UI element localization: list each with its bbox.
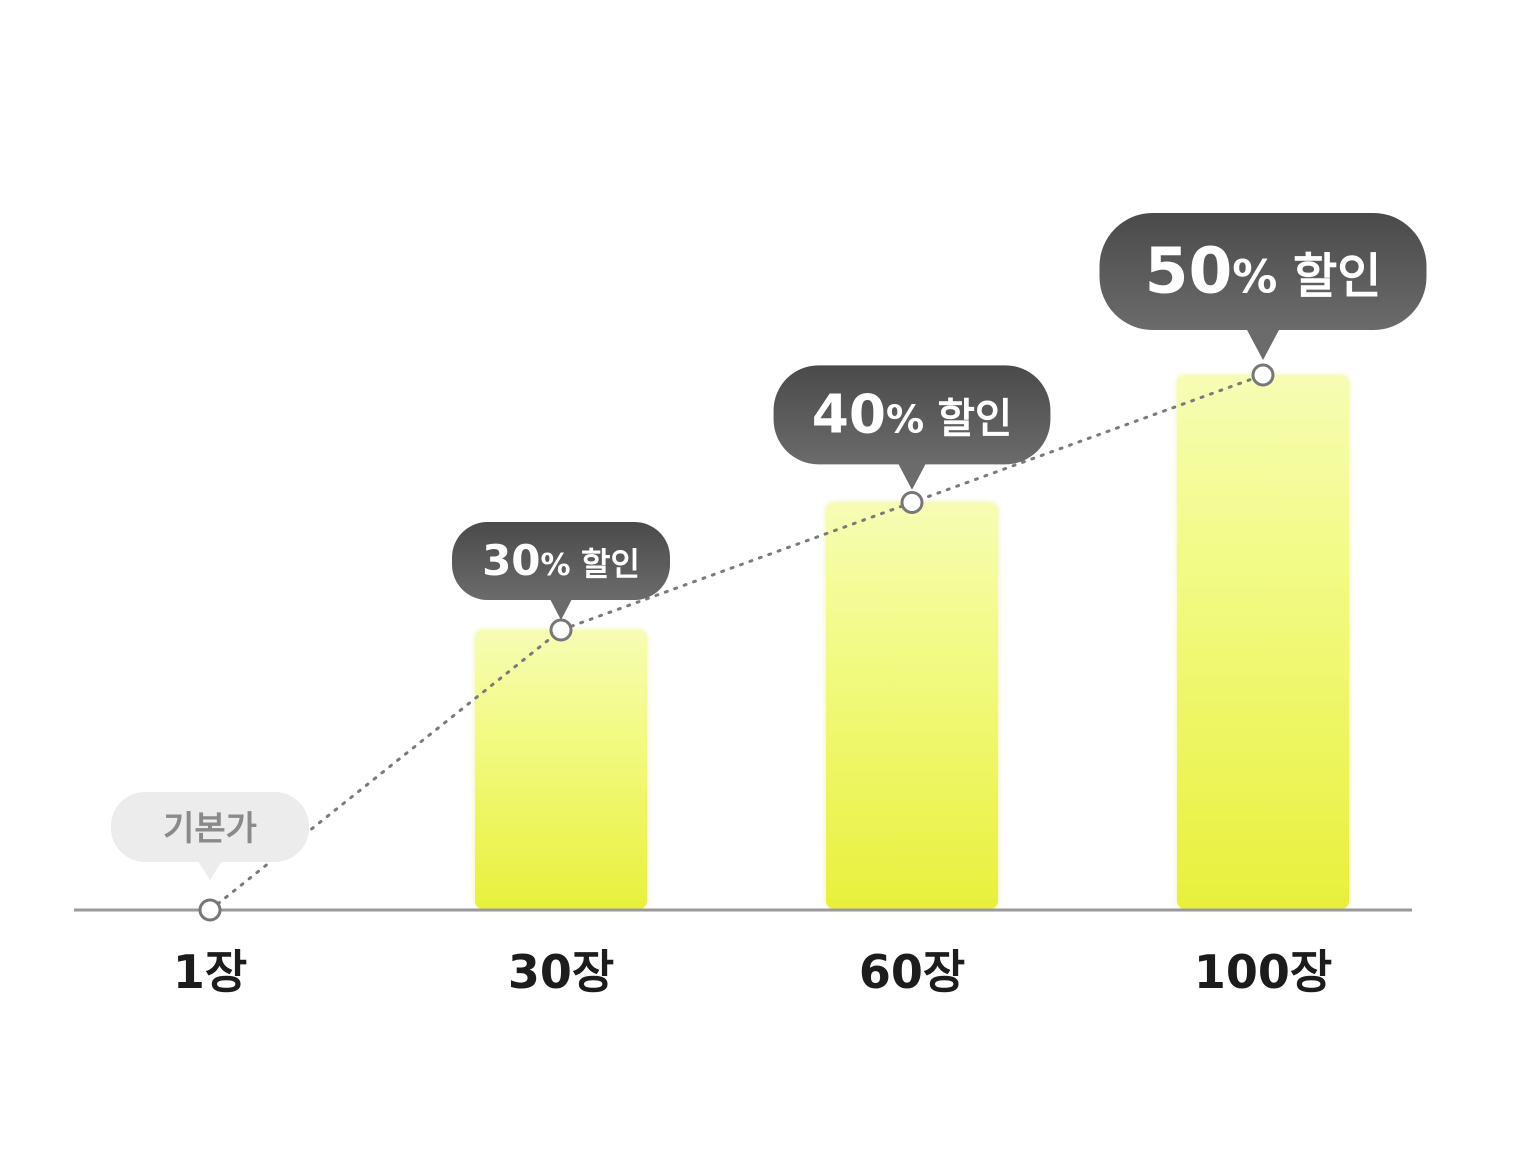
bar-100장	[1177, 375, 1349, 909]
bubble-label: 30% 할인	[482, 536, 640, 585]
discount-word: 할인	[937, 395, 1012, 443]
bubble-label: 40% 할인	[812, 383, 1012, 446]
discount-number: 40	[812, 383, 886, 446]
discount-percent: %	[541, 548, 582, 583]
bubble-pointer	[198, 861, 222, 880]
discount-number: 30	[482, 536, 540, 585]
discount-percent: %	[886, 398, 937, 442]
x-axis-tick-labels: 1장 30장 60장 100장	[173, 945, 1332, 999]
trend-points	[198, 363, 1275, 922]
bubble-label: 50% 할인	[1145, 235, 1382, 308]
discount-word: 할인	[1293, 249, 1381, 305]
x-tick-label: 30장	[508, 945, 614, 999]
discount-word: 할인	[581, 545, 640, 583]
discount-percent: %	[1232, 251, 1293, 304]
x-tick-label: 100장	[1194, 945, 1332, 999]
base-price-bubble: 기본가	[111, 792, 309, 880]
bubble-body	[773, 365, 1051, 465]
trend-point-100장	[1251, 363, 1275, 387]
bubble-body	[1099, 213, 1427, 330]
bubble-label: 기본가	[163, 809, 257, 849]
discount-bubble: 40% 할인	[773, 365, 1051, 490]
bubble-pointer	[550, 599, 572, 620]
bars	[475, 375, 1349, 909]
trend-point-60장	[900, 491, 924, 514]
trend-point-1장	[198, 898, 222, 922]
trend-point-30장	[549, 618, 573, 642]
x-tick-label: 60장	[859, 945, 965, 999]
bubble-body	[111, 792, 309, 862]
bubble-pointer	[898, 463, 926, 490]
x-tick-label: 1장	[173, 945, 247, 999]
discount-trend-line	[208, 373, 1265, 912]
bubble-pointer	[1246, 329, 1280, 360]
bubble-body	[452, 522, 670, 600]
bar-60장	[826, 502, 998, 909]
bar-30장	[475, 630, 647, 909]
discount-bubble: 50% 할인	[1099, 213, 1427, 360]
discount-bubble: 30% 할인	[452, 522, 670, 620]
discount-number: 50	[1145, 235, 1233, 308]
